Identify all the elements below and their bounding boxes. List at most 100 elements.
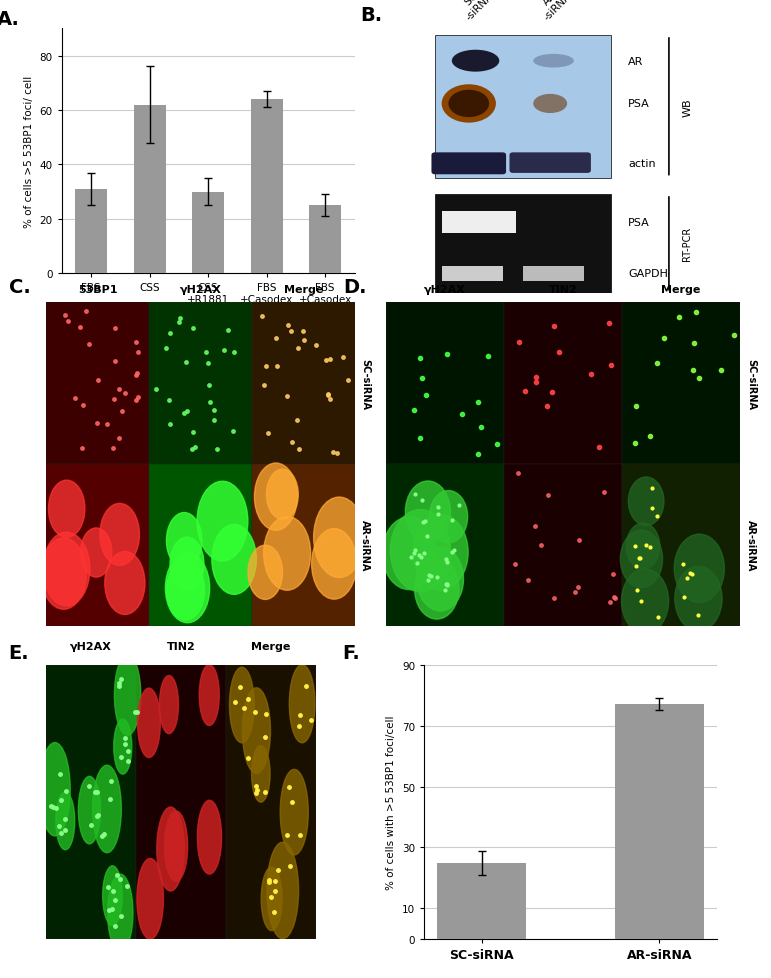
Circle shape [39,743,70,836]
Bar [386,303,503,465]
Circle shape [170,538,204,591]
Circle shape [167,513,202,569]
Circle shape [199,665,219,726]
Circle shape [267,842,298,939]
Text: A.: A. [0,10,20,28]
Circle shape [165,554,210,623]
Circle shape [43,533,90,606]
Circle shape [390,511,450,592]
Circle shape [251,746,270,802]
Bar [192,193,224,274]
Bar [46,465,149,626]
FancyBboxPatch shape [442,267,503,282]
Text: γH2AX: γH2AX [424,286,466,295]
Circle shape [197,800,221,874]
Circle shape [165,811,187,881]
Bar [75,190,107,274]
Circle shape [41,539,86,609]
Bar [149,303,252,465]
Circle shape [157,807,184,891]
Circle shape [267,469,298,519]
Bar [136,665,226,939]
Text: D.: D. [343,278,366,296]
Bar [46,303,149,465]
Ellipse shape [449,91,489,118]
Bar [133,106,166,274]
Bar [503,303,622,465]
Bar [251,100,283,274]
Bar [309,206,342,274]
Circle shape [314,498,365,578]
Ellipse shape [534,95,567,113]
Bar [226,665,316,939]
Circle shape [100,504,140,566]
Text: B.: B. [360,6,382,24]
Circle shape [248,546,282,600]
Circle shape [230,668,254,743]
Bar [622,465,740,626]
Text: 53BP1: 53BP1 [78,286,117,295]
Circle shape [406,481,450,543]
Circle shape [49,480,85,538]
Text: AR: AR [628,57,644,67]
Ellipse shape [534,55,574,68]
Circle shape [167,560,204,620]
Text: C.: C. [9,278,31,296]
Circle shape [212,525,257,595]
Circle shape [242,689,271,774]
FancyBboxPatch shape [510,154,591,174]
Circle shape [413,515,468,591]
Circle shape [160,676,179,734]
Text: E.: E. [8,644,29,662]
Circle shape [628,477,664,526]
Circle shape [311,529,356,600]
Bar [435,36,611,178]
Text: RT-PCR: RT-PCR [682,227,692,261]
Circle shape [105,552,145,615]
Text: PSA: PSA [628,217,650,228]
Ellipse shape [452,51,500,72]
Y-axis label: % of cells >5 53BP1 foci/ cell: % of cells >5 53BP1 foci/ cell [24,75,34,228]
Text: PSA: PSA [628,100,650,110]
Circle shape [261,867,282,931]
Circle shape [415,558,459,619]
Text: Merge: Merge [284,286,323,295]
Circle shape [108,874,133,952]
Text: TIN2: TIN2 [167,642,196,651]
Text: WB: WB [682,98,692,116]
Bar [252,465,355,626]
Bar [149,465,252,626]
Text: γH2AX: γH2AX [180,286,221,295]
Text: Merge: Merge [251,642,291,651]
Circle shape [103,866,123,925]
Text: Merge: Merge [662,286,701,295]
Circle shape [280,770,308,855]
FancyBboxPatch shape [432,154,506,175]
Bar [622,303,740,465]
Circle shape [254,464,298,531]
Circle shape [114,655,141,735]
Circle shape [80,528,112,578]
Circle shape [137,859,163,939]
Text: F.: F. [342,644,360,662]
Circle shape [79,777,100,844]
Text: γH2AX: γH2AX [70,642,112,651]
Circle shape [621,569,668,634]
Bar [46,665,136,939]
Text: TIN2: TIN2 [548,286,577,295]
Bar [615,704,704,939]
Bar [503,465,622,626]
Circle shape [417,548,463,611]
Circle shape [382,517,436,590]
Text: AR-siRNA: AR-siRNA [360,519,370,571]
Circle shape [429,491,468,543]
Circle shape [56,792,75,850]
Y-axis label: % of cells with >5 53BP1 foci/cell: % of cells with >5 53BP1 foci/cell [386,715,396,889]
Text: AR
-siRNA: AR -siRNA [534,0,574,22]
Text: SC
-siRNA: SC -siRNA [456,0,495,22]
Bar [437,863,526,939]
Text: SC-siRNA: SC-siRNA [746,358,756,410]
FancyBboxPatch shape [523,267,584,282]
Bar [435,195,611,293]
Bar [252,303,355,465]
